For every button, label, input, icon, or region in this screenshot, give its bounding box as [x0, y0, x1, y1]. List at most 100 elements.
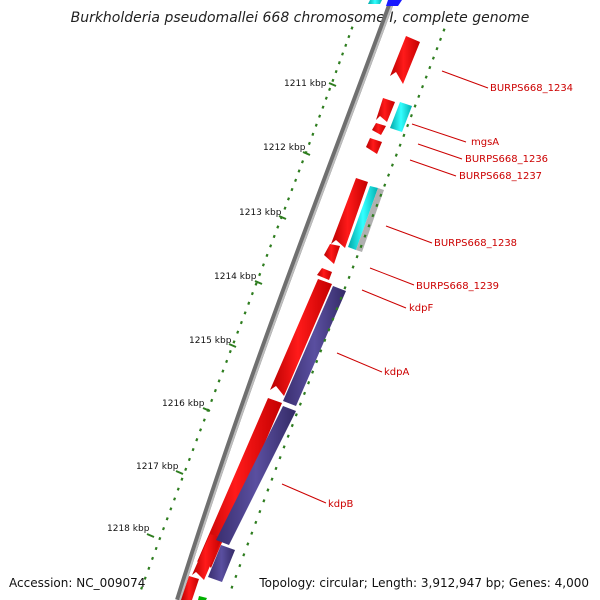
kbp-tick	[278, 215, 287, 220]
scale-tick	[228, 349, 232, 354]
gene-label-kdpA: kdpA	[384, 367, 409, 378]
scale-tick	[250, 291, 254, 296]
scale-tick	[278, 456, 282, 460]
scale-tick	[180, 477, 184, 481]
scale-tick	[283, 206, 287, 210]
scale-tick	[143, 576, 147, 580]
scale-tick	[173, 497, 177, 501]
gene-label-burps668-1238: BURPS668_1238	[434, 238, 517, 249]
scale-tick	[327, 328, 331, 332]
gene-burps668-1239	[324, 244, 340, 264]
kbp-tick	[328, 82, 337, 87]
scale-tick	[300, 160, 305, 164]
scale-tick	[184, 467, 188, 471]
scale-tick	[435, 47, 439, 51]
scale-tick	[294, 413, 298, 417]
gene-bottom-red-1	[192, 534, 222, 580]
scale-tick	[254, 520, 258, 525]
scale-tick	[321, 105, 325, 109]
scale-tick	[420, 85, 425, 89]
outer-tick-track	[140, 26, 354, 590]
scale-tick	[319, 349, 323, 353]
scale-tick	[406, 123, 410, 128]
scale-tick	[243, 311, 247, 315]
scale-tick	[265, 253, 269, 258]
scale-tick	[294, 178, 298, 182]
scale-tick	[394, 153, 398, 157]
scale-tick	[254, 282, 258, 286]
gene-label-mgsA: mgsA	[471, 137, 499, 148]
scale-tick	[176, 487, 180, 491]
scale-tick	[140, 586, 144, 590]
scale-tick	[417, 94, 421, 98]
accession-text: Accession: NC_009074	[9, 576, 145, 590]
scale-tick	[334, 69, 338, 74]
scale-tick	[270, 477, 274, 481]
scale-tick	[390, 163, 394, 167]
kbp-tick	[228, 343, 237, 348]
scale-tick	[431, 56, 435, 60]
scale-tick	[367, 224, 371, 228]
genome-backbone-highlight	[179, 0, 395, 600]
scale-tick	[428, 65, 432, 70]
scale-tick	[402, 133, 406, 138]
scale-tick	[337, 61, 341, 65]
inner-tick-track	[230, 28, 446, 589]
scale-tick	[413, 104, 417, 108]
scale-tick	[307, 141, 311, 146]
scale-tick	[311, 370, 315, 374]
gene-rna-cyan-1	[390, 102, 412, 132]
kbp-label: 1215 kbp	[189, 336, 232, 346]
gene-mgsA	[376, 98, 395, 122]
gene-burps668-1237	[366, 138, 382, 154]
scale-tick	[261, 263, 265, 267]
gene-bottom-red-2	[181, 576, 199, 600]
scale-tick	[198, 428, 203, 432]
kbp-scale: 1211 kbp 1212 kbp 1213 kbp 1214 kbp 1215…	[107, 79, 337, 538]
kbp-label: 1212 kbp	[263, 143, 306, 153]
scale-tick	[375, 203, 379, 208]
scale-tick	[274, 466, 278, 471]
scale-tick	[343, 286, 347, 290]
gene-partial-top-blue	[386, 0, 402, 6]
gene-label-kdpB: kdpB	[328, 499, 353, 510]
gene-kdpA-red	[270, 279, 332, 396]
scale-tick	[210, 398, 214, 403]
scale-tick	[154, 546, 158, 551]
scale-tick	[247, 301, 251, 305]
scale-tick	[442, 28, 446, 32]
scale-tick	[314, 123, 318, 127]
topology-text: Topology: circular; Length: 3,912,947 bp…	[258, 576, 589, 590]
scale-tick	[158, 536, 162, 541]
gene-kdpB-red	[197, 398, 282, 568]
kbp-label: 1218 kbp	[107, 524, 150, 534]
gene-burps668-1236	[372, 123, 386, 135]
scale-tick	[323, 338, 327, 342]
scale-tick	[266, 488, 270, 492]
scale-tick	[147, 566, 151, 570]
scale-tick	[371, 213, 375, 218]
gene-label-kdpF: kdpF	[409, 303, 433, 314]
map-title: Burkholderia pseudomallei 668 chromosome…	[71, 10, 530, 26]
scale-tick	[230, 585, 234, 589]
kbp-label: 1213 kbp	[239, 208, 282, 218]
scale-tick	[276, 225, 280, 229]
scale-tick	[225, 359, 229, 364]
scale-tick	[355, 255, 359, 259]
kbp-tick	[254, 280, 263, 285]
kbp-tick	[146, 533, 155, 538]
scale-tick	[161, 527, 166, 531]
scale-tick	[234, 574, 238, 579]
gene-label-burps668-1239: BURPS668_1239	[416, 281, 499, 292]
scale-tick	[246, 542, 250, 546]
scale-tick	[335, 307, 339, 311]
scale-tick	[350, 26, 354, 30]
scale-tick	[195, 438, 199, 442]
scale-tick	[242, 553, 246, 557]
scale-tick	[290, 187, 294, 192]
kbp-label: 1211 kbp	[284, 79, 327, 89]
scale-tick	[438, 37, 443, 41]
scale-tick	[236, 330, 240, 334]
gene-partial-top-cyan	[368, 0, 382, 4]
